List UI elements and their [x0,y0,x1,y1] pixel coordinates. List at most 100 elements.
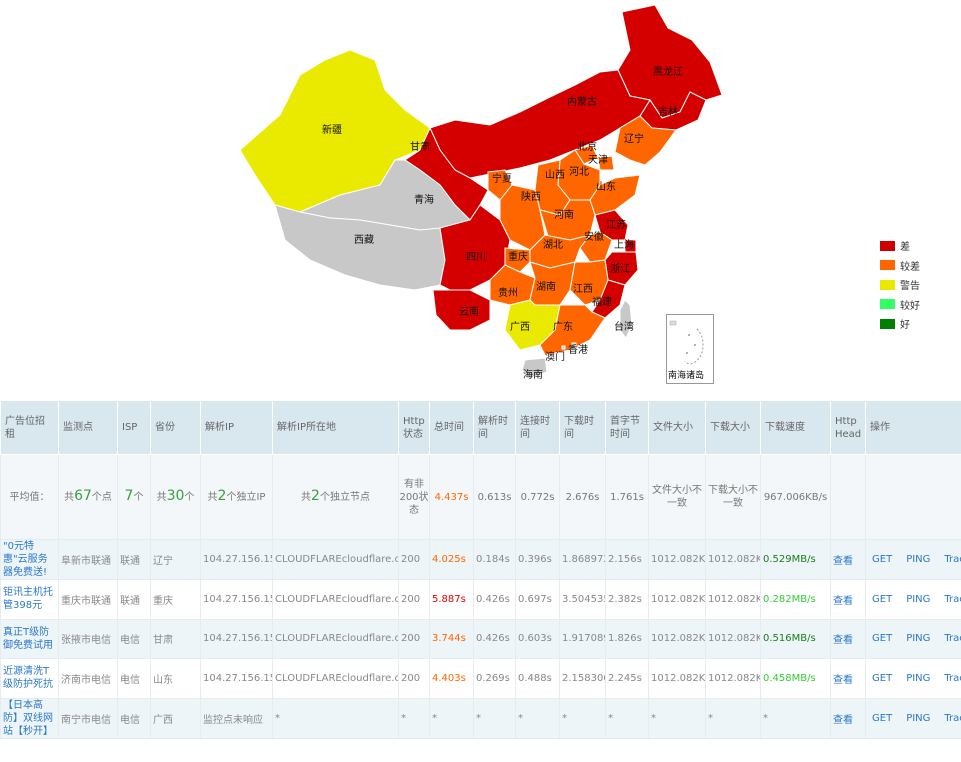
get-link[interactable]: GET [872,593,893,605]
ping-link[interactable]: PING [906,593,931,605]
province-label: 广西 [510,321,530,333]
trace-link[interactable]: Trace [944,593,960,605]
legend-label: 好 [900,320,910,332]
province-shape[interactable] [521,357,548,379]
province-shape[interactable] [619,299,633,339]
province-label: 浙江 [610,263,630,275]
province-label: 天津 [588,154,608,166]
province-label: 西藏 [354,234,374,246]
column-header: 下载时间 [559,400,606,455]
legend-item: 较好 [880,295,920,315]
province-cell: 甘肃 [150,618,201,659]
get-link[interactable]: GET [872,633,893,645]
province-shape[interactable] [539,304,606,356]
get-link[interactable]: GET [872,554,893,565]
province-label: 吉林 [658,105,678,118]
column-header: 下载大小 [705,400,761,455]
ad-cell[interactable]: 真正T级防御免费试用 [0,618,59,659]
province-label: 黑龙江 [653,65,683,78]
avg-download: 2.676s [559,454,606,540]
column-header: ISP [117,400,151,455]
province-label: 重庆 [508,250,528,263]
column-header: 首字节时间 [605,400,649,455]
avg-isp: 7个 [117,454,151,540]
actions-cell: GET PING Trace [865,658,961,699]
resolved-ip-cell: 监控点未响应 [200,697,273,739]
legend-label: 较好 [900,300,920,312]
ping-link[interactable]: PING [906,672,931,684]
legend-label: 警告 [900,281,920,293]
province-shape[interactable] [432,289,491,331]
ping-link[interactable]: PING [906,712,931,724]
ip-location-cell: CLOUDFLAREcloudflare.com [272,618,399,659]
http-head-link[interactable]: 查看 [830,618,866,659]
column-header: 监测点 [58,400,118,455]
ping-link[interactable]: PING [906,633,931,645]
connect-time-cell: 0.603s [515,618,560,659]
column-header: 文件大小 [648,400,706,455]
province-label: 湖北 [543,239,563,251]
get-link[interactable]: GET [872,712,893,724]
legend-swatch [880,299,895,310]
column-header: 下载速度 [760,400,831,455]
legend-label: 较差 [900,261,920,273]
province-label: 上海 [614,238,634,251]
province-label: 河南 [554,208,574,221]
province-shape[interactable] [614,115,677,166]
ad-cell[interactable]: "0元特惠"云服务器免费送! [0,539,59,580]
province-label: 江西 [573,283,593,295]
connect-time-cell: * [515,697,560,739]
ad-cell[interactable]: 【日本高防】双线网站【秒开】 [0,697,59,739]
http-status-cell: 200 [398,618,430,659]
ping-link[interactable]: PING [906,554,931,565]
column-header: Http状态 [398,400,430,455]
avg-connect: 0.772s [515,454,560,540]
ad-cell[interactable]: 钜讯主机托管398元 [0,579,59,620]
trace-link[interactable]: Trace [944,672,960,684]
avg-province: 共30个 [150,454,201,540]
province-shape[interactable] [504,247,531,273]
province-shape[interactable] [571,342,577,348]
table-header-row: 广告位招租 监测点 ISP 省份 解析IP 解析IP所在地 Http状态 总时间 解析时间 连接时… [0,400,961,455]
download-speed-cell: 0.458MB/s [760,658,831,699]
download-size-cell: 1012.082KB [705,658,761,699]
file-size-cell: 1012.082KB [648,658,706,699]
download-time-cell: * [559,697,606,739]
http-head-link[interactable]: 查看 [830,697,866,739]
province-shape[interactable] [561,345,566,350]
total-time-cell: 5.887s [429,579,474,620]
column-header: 解析时间 [473,400,516,455]
trace-link[interactable]: Trace [944,554,960,565]
province-shape[interactable] [597,155,615,171]
get-link[interactable]: GET [872,672,893,684]
province-shape[interactable] [429,69,651,179]
province-label: 江苏 [606,218,626,231]
legend-item: 警告 [880,275,920,295]
ad-cell[interactable]: 近源清洗T级防护死抗 [0,658,59,699]
ttfb-cell: 2.382s [605,579,649,620]
http-head-link[interactable]: 查看 [830,539,866,580]
avg-dns: 0.613s [473,454,516,540]
http-head-link[interactable]: 查看 [830,658,866,699]
province-label: 福建 [592,295,612,308]
isp-cell: 联通 [117,539,151,580]
avg-ip: 共2个独立IP [200,454,273,540]
monitor-point-cell: 张掖市电信 [58,618,118,659]
trace-link[interactable]: Trace [944,712,960,724]
monitor-point-cell: 济南市电信 [58,658,118,699]
trace-link[interactable]: Trace [944,633,960,645]
http-head-link[interactable]: 查看 [830,579,866,620]
china-map-panel: 黑龙江 吉林 内蒙古 辽宁 新疆 甘肃 北京 天津 河北 山西 宁夏 山东 青海 陕西 河南 江苏 西藏 安徽 上海… [239,4,920,384]
province-label: 安徽 [584,230,604,243]
resolved-ip-cell: 104.27.156.151 [200,539,273,580]
download-time-cell: 1.917089s [559,618,606,659]
province-label: 海南 [523,368,543,381]
province-label: 云南 [459,305,479,318]
monitor-point-cell: 重庆市联通 [58,579,118,620]
table-row: 真正T级防御免费试用张掖市电信电信甘肃104.27.156.151CLOUDFL… [0,618,961,659]
resolved-ip-cell: 104.27.156.151 [200,579,273,620]
province-label: 宁夏 [492,172,512,185]
province-cell: 重庆 [150,579,201,620]
province-label: 湖南 [536,280,556,293]
